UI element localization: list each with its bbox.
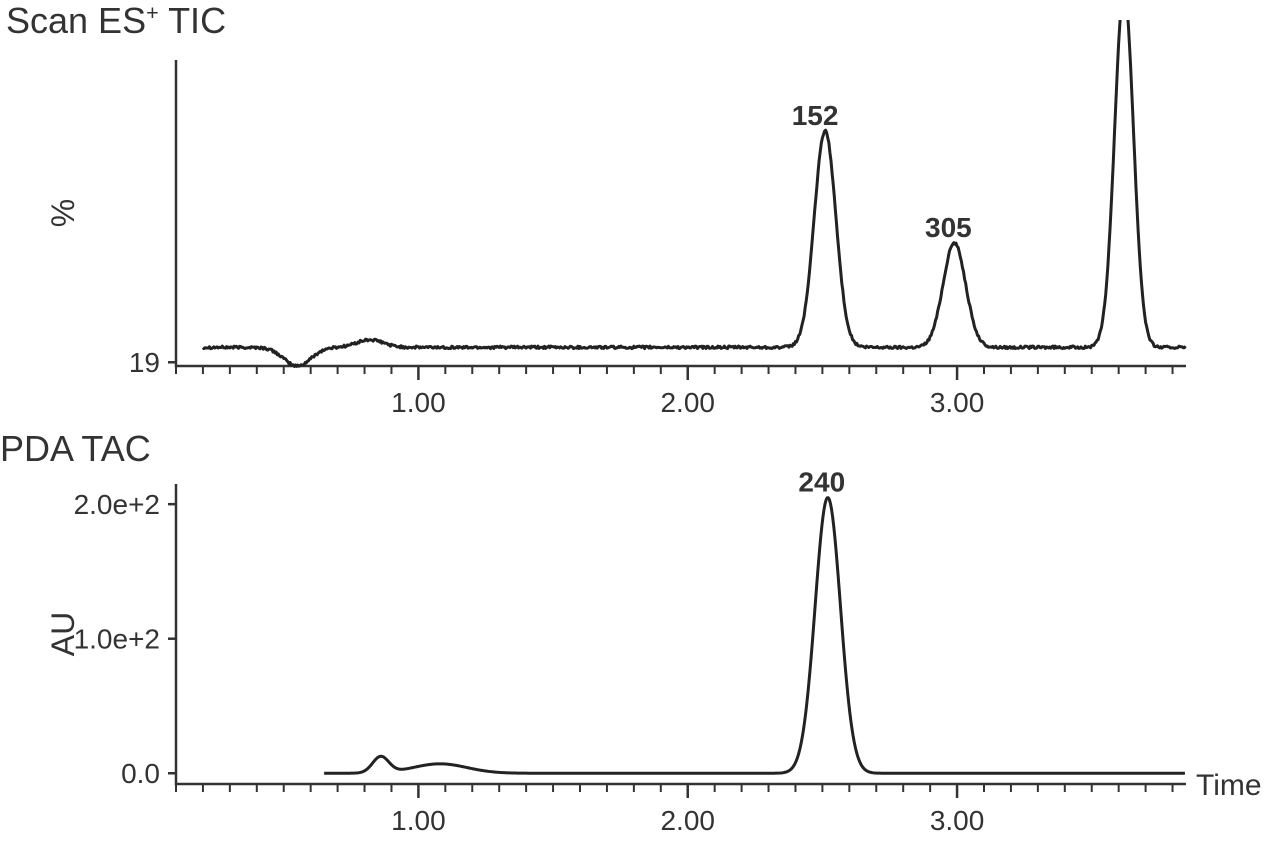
chromatogram-top: 1.002.003.0019%152305349 [46, 20, 1206, 426]
bottom-trace [324, 498, 1185, 774]
chromatogram-figure: { "figure": { "width": 1280, "height": 8… [0, 0, 1280, 822]
top-x-tick-label: 2.00 [660, 387, 715, 418]
top-x-tick-label: 1.00 [391, 387, 446, 418]
chromatogram-bottom: 1.00 2.00 3.00 0.0 1.0e+2 2.0e+2 AU 240 [46, 444, 1206, 844]
top-peak-label: 305 [925, 212, 972, 243]
bottom-peak-label: 240 [798, 466, 845, 497]
bottom-x-tick-label: 3.00 [930, 805, 985, 836]
top-trace [203, 20, 1186, 366]
bottom-axes [176, 484, 1186, 784]
bottom-y-tick-label: 0.0 [121, 758, 160, 789]
top-axes [176, 60, 1186, 366]
bottom-x-tick-label: 1.00 [391, 805, 446, 836]
bottom-y-tick-label: 2.0e+2 [74, 489, 160, 520]
bottom-y-label: AU [46, 612, 81, 656]
top-y-tick-label: 19 [129, 347, 160, 378]
top-peak-label: 152 [792, 100, 839, 131]
bottom-x-tick-label: 2.00 [660, 805, 715, 836]
bottom-y-tick-label: 1.0e+2 [74, 624, 160, 655]
top-x-tick-label: 3.00 [930, 387, 985, 418]
top-y-label: % [46, 199, 81, 227]
x-axis-label: Time [1196, 769, 1262, 803]
